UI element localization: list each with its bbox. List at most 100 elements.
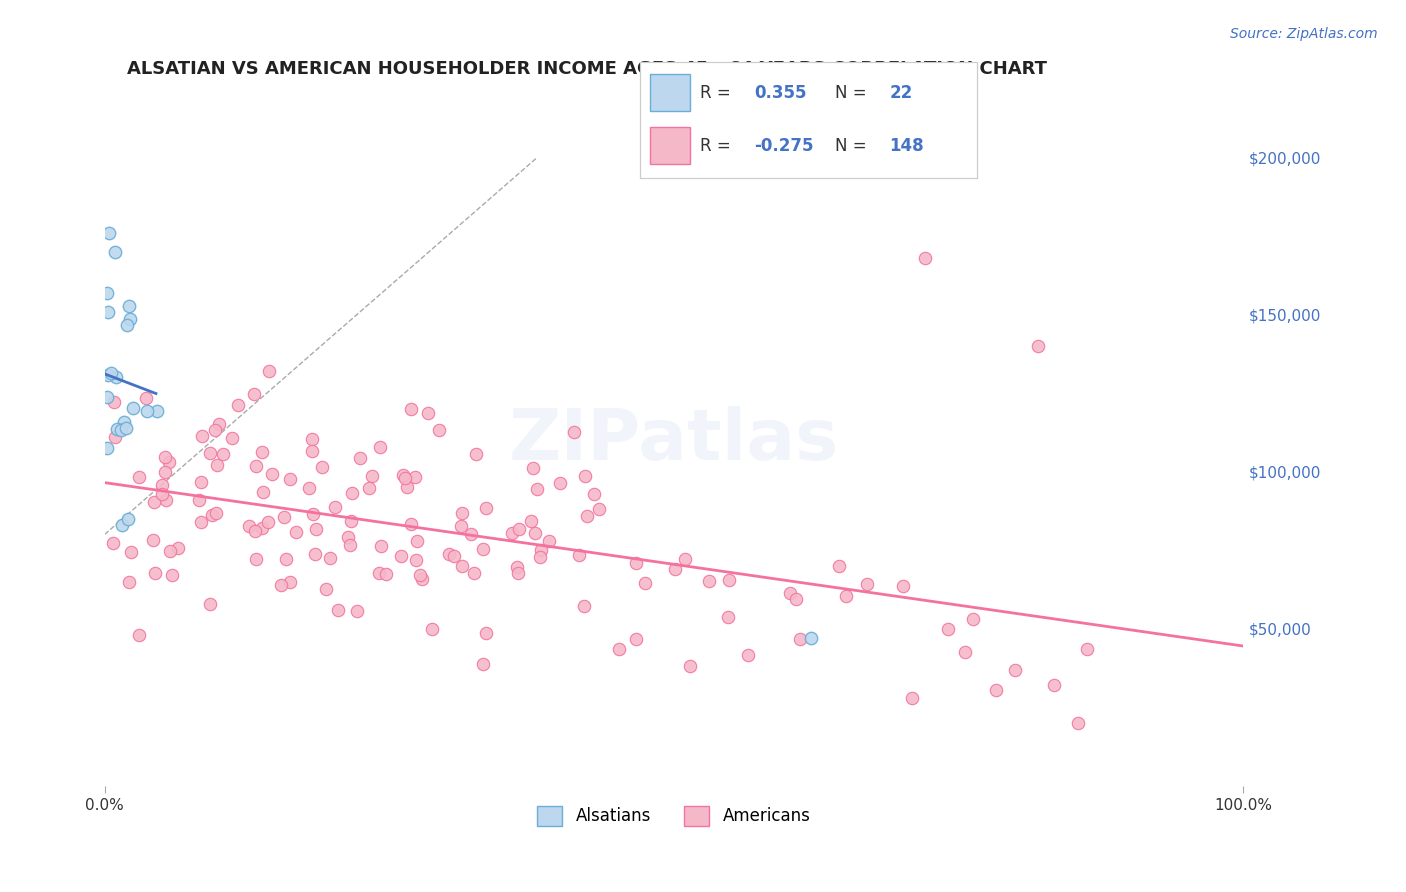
Point [779,586,801,600]
Point [697,574,720,589]
Point [1076,642,1098,657]
Point [276,552,298,566]
Point [118,575,141,590]
Point [105,369,128,384]
Point [143,566,166,581]
Point [245,551,267,566]
Point [737,648,759,663]
Point [404,470,426,484]
Point [153,465,176,479]
Point [273,510,295,524]
Point [508,522,530,536]
Text: R =: R = [700,137,737,155]
Point [301,432,323,446]
Point [624,632,647,647]
Point [523,526,546,541]
Text: ZIPatlas: ZIPatlas [509,406,839,475]
Text: ALSATIAN VS AMERICAN HOUSEHOLDER INCOME AGES 45 - 64 YEARS CORRELATION CHART: ALSATIAN VS AMERICAN HOUSEHOLDER INCOME … [128,60,1047,78]
Point [228,398,250,412]
Point [117,512,139,526]
Point [96,442,118,456]
Point [409,567,432,582]
Point [463,566,485,580]
Text: Source: ZipAtlas.com: Source: ZipAtlas.com [1230,27,1378,41]
Point [575,509,598,524]
Point [427,424,450,438]
Point [460,526,482,541]
Point [159,543,181,558]
Point [538,534,561,549]
Point [405,553,427,567]
Point [474,626,496,640]
Point [955,645,977,659]
Point [337,530,360,544]
Point [785,591,807,606]
Point [221,431,243,445]
Point [97,368,120,383]
Point [451,506,474,520]
Point [572,599,595,613]
Point [367,566,389,580]
Point [891,579,914,593]
Point [257,363,280,377]
Point [96,390,118,404]
Point [111,518,134,533]
Point [361,468,384,483]
Point [443,549,465,563]
Point [624,557,647,571]
Point [835,589,858,603]
Point [256,515,278,529]
Text: -0.275: -0.275 [755,137,814,155]
Point [284,525,307,540]
Point [118,311,141,326]
Point [450,518,472,533]
Point [122,401,145,416]
Point [914,251,936,265]
Point [506,559,529,574]
Point [128,470,150,484]
Point [522,461,544,475]
Point [550,475,572,490]
Point [420,622,443,636]
Point [200,597,222,611]
Bar [650,74,690,112]
Point [198,446,221,460]
Point [167,541,190,555]
Point [501,525,523,540]
Point [110,423,132,437]
Point [205,458,228,472]
Point [270,577,292,591]
Point [104,244,127,259]
Point [311,460,333,475]
Point [150,486,173,500]
Point [349,451,371,466]
Point [800,631,823,645]
Point [252,445,274,459]
Point [508,566,530,581]
Point [375,567,398,582]
Point [401,402,423,417]
Point [105,422,128,436]
Point [472,542,495,557]
Point [104,430,127,444]
Point [115,421,138,435]
Point [394,471,416,485]
Point [101,536,124,550]
Point [190,515,212,529]
Point [98,227,121,241]
Point [243,387,266,401]
Point [252,485,274,500]
Point [118,299,141,313]
Point [582,487,605,501]
Point [305,522,328,536]
Point [150,477,173,491]
Point [340,485,363,500]
Point [607,641,630,656]
Text: N =: N = [835,137,872,155]
Bar [650,128,690,164]
Point [370,539,392,553]
Point [936,622,959,636]
Text: 0.355: 0.355 [755,84,807,102]
Point [450,559,472,574]
Point [986,682,1008,697]
